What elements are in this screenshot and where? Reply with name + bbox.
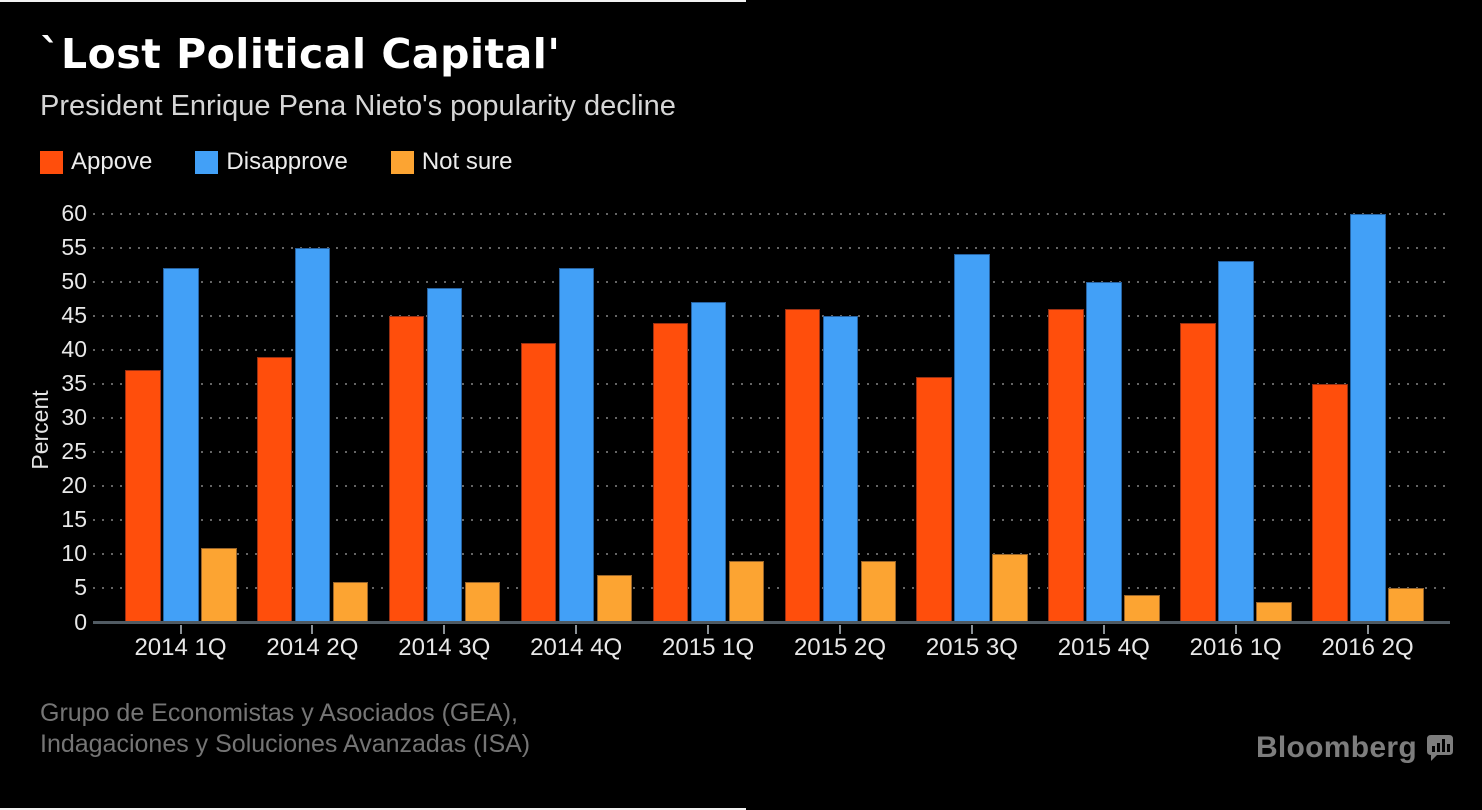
bar-appove-2015-1Q	[652, 322, 689, 623]
y-tick-label-45: 45	[61, 301, 87, 328]
bar-not-sure-2015-2Q	[860, 561, 896, 623]
y-tick-label-25: 25	[61, 438, 87, 465]
x-axis-label-2014-3Q: 2014 3Q	[398, 634, 491, 661]
gridline-60	[93, 212, 1450, 215]
bar-not-sure-2015-4Q	[1124, 595, 1160, 623]
source-text-line-2: Indagaciones y Soluciones Avanzadas (ISA…	[40, 730, 531, 758]
x-axis-label-2015-4Q: 2015 4Q	[1057, 634, 1150, 661]
y-tick-label-10: 10	[61, 540, 87, 567]
bottom-edge-line	[0, 808, 746, 810]
x-axis-label-2014-2Q: 2014 2Q	[266, 634, 359, 661]
bloomberg-wordmark: Bloomberg	[1255, 731, 1417, 764]
bar-not-sure-2015-1Q	[728, 561, 765, 623]
bar-not-sure-2015-3Q	[992, 554, 1028, 623]
chart-title: `Lost Political Capital'	[40, 30, 561, 78]
bar-not-sure-2016-1Q	[1256, 602, 1292, 623]
x-tick-2014-2Q	[311, 624, 314, 634]
x-axis-label-2014-1Q: 2014 1Q	[134, 634, 227, 661]
bar-appove-2014-1Q	[125, 370, 161, 623]
legend-label-disapprove: Disapprove	[226, 148, 348, 175]
bar-disapprove-2016-1Q	[1218, 261, 1254, 623]
legend-item-notsure: Not sure	[390, 148, 513, 176]
y-tick-label-20: 20	[61, 472, 87, 499]
bar-not-sure-2014-2Q	[332, 581, 369, 623]
y-tick-label-5: 5	[74, 574, 87, 601]
bar-not-sure-2014-1Q	[201, 547, 237, 623]
chart-subtitle: President Enrique Pena Nieto's popularit…	[40, 90, 676, 122]
y-tick-label-60: 60	[61, 199, 87, 226]
bar-disapprove-2014-1Q	[163, 268, 199, 623]
bar-appove-2015-2Q	[784, 308, 820, 623]
bar-disapprove-2014-4Q	[558, 268, 595, 623]
x-tick-2014-3Q	[443, 624, 446, 634]
source-text: Grupo de Economistas y Asociados (GEA), …	[40, 698, 530, 760]
legend-swatch-approve	[40, 150, 63, 174]
bar-disapprove-2015-2Q	[822, 315, 858, 623]
x-axis-label-2016-2Q: 2016 2Q	[1321, 634, 1414, 661]
legend-item-disapprove: Disapprove	[195, 148, 348, 176]
y-tick-label-30: 30	[61, 404, 87, 430]
x-axis-line	[93, 621, 1450, 624]
brand: Bloomberg	[1256, 731, 1454, 765]
x-tick-2014-4Q	[575, 624, 578, 634]
legend-label-notsure: Not sure	[421, 148, 513, 175]
source-text-line-1: Grupo de Economistas y Asociados (GEA),	[40, 699, 518, 727]
y-tick-label-55: 55	[61, 233, 87, 260]
gridline-35	[93, 382, 1450, 385]
x-tick-2015-1Q	[707, 624, 710, 634]
gridline-45	[93, 314, 1450, 317]
bar-disapprove-2014-3Q	[426, 288, 463, 623]
gridline-55	[93, 246, 1450, 249]
bar-disapprove-2015-1Q	[690, 302, 727, 623]
bar-disapprove-2014-2Q	[294, 247, 331, 623]
y-tick-label-40: 40	[61, 335, 87, 362]
legend-item-approve: Appove	[40, 148, 152, 176]
x-tick-2016-1Q	[1234, 624, 1237, 634]
y-tick-label-15: 15	[61, 506, 87, 533]
bloomberg-chart-bubble-icon	[1427, 734, 1453, 761]
gridline-40	[93, 348, 1450, 351]
legend: Appove Disapprove Not sure	[40, 148, 513, 176]
gridline-30	[93, 417, 1450, 419]
x-axis-label-2016-1Q: 2016 1Q	[1189, 634, 1282, 661]
gridline-20	[93, 485, 1450, 488]
bar-appove-2014-2Q	[256, 356, 293, 623]
bar-disapprove-2015-3Q	[954, 254, 990, 623]
y-tick-label-50: 50	[61, 267, 87, 294]
bar-appove-2015-4Q	[1048, 308, 1084, 623]
x-tick-2015-4Q	[1102, 624, 1105, 634]
legend-swatch-disapprove	[195, 150, 219, 174]
bar-disapprove-2015-4Q	[1086, 281, 1122, 623]
legend-label-approve: Appove	[71, 148, 153, 175]
x-tick-2016-2Q	[1366, 624, 1369, 634]
bar-appove-2016-2Q	[1312, 383, 1348, 623]
x-axis-label-2014-4Q: 2014 4Q	[530, 634, 623, 661]
bar-appove-2014-4Q	[520, 343, 557, 623]
y-tick-label-35: 35	[61, 369, 87, 396]
top-edge-line	[0, 0, 746, 2]
bar-disapprove-2016-2Q	[1350, 213, 1386, 623]
bar-appove-2016-1Q	[1180, 322, 1216, 623]
x-tick-2015-2Q	[839, 624, 841, 634]
bar-not-sure-2014-3Q	[464, 581, 501, 623]
gridline-15	[93, 519, 1450, 522]
x-axis-label-2015-2Q: 2015 2Q	[793, 634, 887, 661]
x-tick-2014-1Q	[179, 624, 182, 634]
x-axis-label-2015-1Q: 2015 1Q	[662, 634, 755, 661]
gridline-50	[93, 280, 1450, 283]
y-tick-label-0: 0	[74, 608, 87, 635]
legend-swatch-notsure	[390, 150, 414, 174]
gridline-25	[93, 451, 1450, 454]
bar-appove-2015-3Q	[916, 377, 952, 623]
bar-not-sure-2014-4Q	[596, 574, 633, 623]
bar-appove-2014-3Q	[388, 315, 425, 623]
bar-not-sure-2016-2Q	[1388, 588, 1424, 623]
gridline-5	[93, 587, 1450, 590]
gridline-10	[93, 553, 1450, 556]
x-tick-2015-3Q	[970, 624, 973, 634]
x-axis-label-2015-3Q: 2015 3Q	[925, 634, 1018, 661]
